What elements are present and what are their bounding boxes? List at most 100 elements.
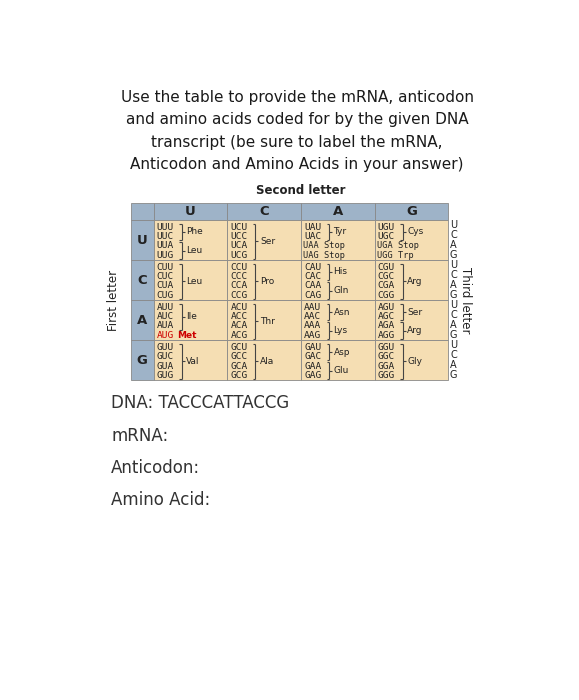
Text: AUU: AUU [157,303,174,312]
Text: Thr: Thr [260,317,275,326]
Text: AGA: AGA [378,321,395,330]
Text: AGU: AGU [378,303,395,312]
Text: CGA: CGA [378,281,395,290]
Bar [301,300,375,340]
Text: U: U [450,300,457,310]
Text: ACU: ACU [230,303,248,312]
Text: AGG: AGG [378,331,395,340]
Text: GUC: GUC [157,352,174,361]
Text: CGG: CGG [378,290,395,300]
Text: Second letter: Second letter [256,184,346,197]
Text: First letter: First letter [107,270,120,331]
Text: CCC: CCC [230,272,248,281]
Bar [301,260,375,300]
Text: A: A [450,360,457,370]
Text: CCU: CCU [230,262,248,272]
Bar [130,203,154,220]
Text: Arg: Arg [407,326,423,335]
Text: CUA: CUA [157,281,174,290]
Text: AGC: AGC [378,312,395,321]
Text: GCG: GCG [230,371,248,380]
Bar [228,260,301,300]
Text: Ser: Ser [407,307,422,316]
Text: AAC: AAC [304,312,321,321]
Text: Gln: Gln [334,286,349,295]
Text: UUU: UUU [157,223,174,232]
Text: A: A [333,205,343,218]
Bar [228,203,301,220]
Text: Ser: Ser [260,237,275,246]
Text: Asp: Asp [334,347,350,356]
Text: A: A [450,321,457,330]
Text: G: G [137,354,148,367]
Text: Tyr: Tyr [334,228,347,237]
Text: ACA: ACA [230,321,248,330]
Text: Val: Val [186,357,200,366]
Text: UGG Trp: UGG Trp [377,251,414,260]
Text: CUU: CUU [157,262,174,272]
Text: CAG: CAG [304,290,321,300]
Text: Anticodon:: Anticodon: [111,459,200,477]
Text: U: U [450,220,457,230]
Text: mRNA:: mRNA: [111,427,168,444]
Text: Glu: Glu [334,366,349,375]
Bar [154,340,228,381]
Bar [375,340,448,381]
Text: C: C [450,230,457,240]
Bar [130,300,154,340]
Text: A: A [137,314,147,327]
Text: Pro: Pro [260,276,274,286]
Text: AUA: AUA [157,321,174,330]
Text: Third letter: Third letter [459,267,472,334]
Text: UUG: UUG [157,251,174,260]
Text: CUG: CUG [157,290,174,300]
Text: C: C [259,205,269,218]
Text: Arg: Arg [407,276,423,286]
Text: CAA: CAA [304,281,321,290]
Text: CAU: CAU [304,262,321,272]
Bar [301,220,375,260]
Text: CCG: CCG [230,290,248,300]
Text: AUC: AUC [157,312,174,321]
Text: AAG: AAG [304,331,321,340]
Text: CAC: CAC [304,272,321,281]
Text: Ala: Ala [260,357,274,366]
Text: C: C [450,310,457,321]
Text: C: C [450,270,457,280]
Text: GAA: GAA [304,361,321,370]
Text: GUU: GUU [157,343,174,352]
Bar [375,300,448,340]
Text: UAU: UAU [304,223,321,232]
Text: GCA: GCA [230,361,248,370]
Bar [130,340,154,381]
Text: Met: Met [177,331,196,340]
Text: GAG: GAG [304,371,321,380]
Text: ACG: ACG [230,331,248,340]
Text: GUA: GUA [157,361,174,370]
Bar [130,260,154,300]
Bar [375,220,448,260]
Text: DNA: TACCCATTACCG: DNA: TACCCATTACCG [111,394,290,412]
Text: ACC: ACC [230,312,248,321]
Text: GUG: GUG [157,371,174,380]
Text: UGA Stop: UGA Stop [377,241,419,251]
Text: UGC: UGC [378,232,395,241]
Text: U: U [185,205,196,218]
Text: UCC: UCC [230,232,248,241]
Text: G: G [406,205,417,218]
Bar [154,300,228,340]
Bar [130,220,154,260]
Text: UCA: UCA [230,241,248,251]
Text: UUA: UUA [157,241,174,251]
Bar [154,220,228,260]
Text: Lys: Lys [334,326,347,335]
Text: CGU: CGU [378,262,395,272]
Text: U: U [450,340,457,351]
Text: U: U [450,260,457,270]
Bar [228,300,301,340]
Text: GGU: GGU [378,343,395,352]
Text: AUG: AUG [157,331,174,340]
Text: C: C [450,351,457,360]
Text: G: G [450,330,457,340]
Text: Cys: Cys [407,228,423,237]
